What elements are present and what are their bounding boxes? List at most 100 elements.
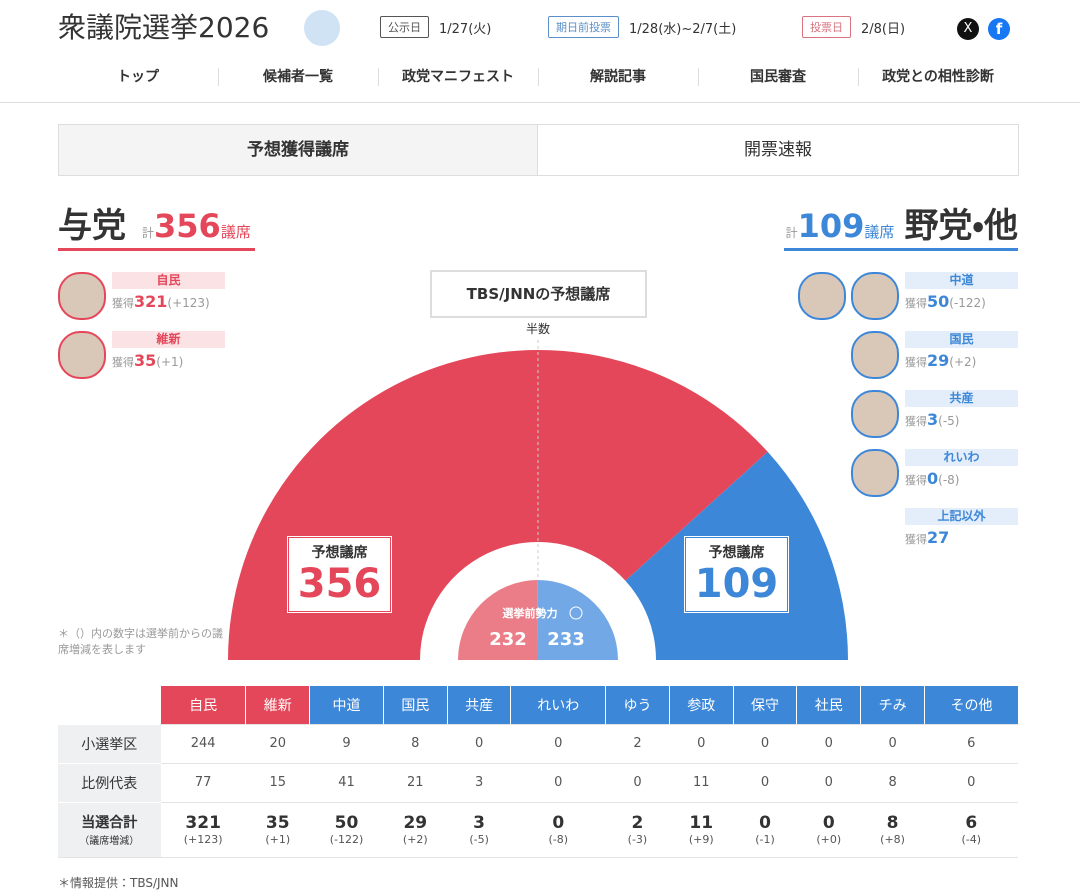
data-row: 小選挙区 244 20 9 8 0 0 2 0 0 0 0 6	[58, 724, 1018, 764]
schedule-item: 期日前投票 1/28(水)~2/7(土)	[548, 16, 736, 38]
total-cell: 50 (-122)	[309, 802, 384, 858]
party-seats: 獲得 29 (+2)	[905, 351, 976, 370]
cell: 8	[860, 763, 925, 803]
total-value: 29	[403, 813, 428, 833]
cell: 0	[733, 724, 797, 764]
party-seats: 獲得 3 (-5)	[905, 410, 959, 429]
nav-item[interactable]: 国民審査	[750, 69, 806, 85]
schedule-date: 1/27(火)	[439, 21, 492, 37]
divider	[0, 102, 1080, 103]
nav-separator	[218, 68, 219, 86]
pre-opposition	[537, 579, 618, 660]
nav-item[interactable]: 政党マニフェスト	[402, 69, 514, 85]
seats-change: (+1)	[156, 355, 184, 369]
party-name: 維新	[112, 331, 225, 348]
forecast-label: 予想議席	[708, 545, 765, 561]
party-seats: 獲得 0 (-8)	[905, 469, 959, 488]
seats-label: 獲得	[112, 297, 134, 310]
total-change: (+2)	[402, 833, 428, 846]
total-value: 0	[822, 813, 835, 833]
column-header: 自民	[159, 686, 246, 725]
facebook-icon[interactable]: f	[988, 18, 1010, 40]
column-header: 維新	[245, 686, 310, 725]
total-change: (-4)	[961, 833, 982, 846]
total-change: (-8)	[548, 833, 569, 846]
seats-value: 35	[134, 351, 157, 370]
party-seats: 獲得 321 (+123)	[112, 292, 210, 311]
total-change: (+0)	[816, 833, 842, 846]
total-value: 321	[185, 813, 221, 833]
column-header: チみ	[860, 686, 925, 725]
seats-label: 獲得	[112, 356, 134, 369]
schedule-date: 1/28(水)~2/7(土)	[629, 21, 737, 37]
party-name: 自民	[112, 272, 225, 289]
total-cell: 6 (-4)	[924, 802, 1018, 858]
total-cell: 35 (+1)	[245, 802, 310, 858]
seats: 356	[154, 207, 221, 245]
majority-label: 半数	[525, 322, 550, 336]
forecast-box: 予想議席 109	[683, 535, 790, 614]
note: ＊（）内の数字は選挙前からの議席増減を表します	[58, 627, 223, 656]
nav-item[interactable]: トップ	[117, 69, 159, 85]
schedule-item: 公示日 1/27(火)	[380, 16, 491, 38]
cell: 21	[383, 763, 448, 803]
nav-item[interactable]: 解説記事	[590, 69, 646, 85]
cell: 0	[510, 763, 606, 803]
schedule-item: 投票日 2/8(日)	[802, 16, 905, 38]
seats-value: 29	[927, 351, 950, 370]
seats-value: 27	[927, 528, 950, 547]
cell: 2	[605, 724, 670, 764]
seats-value: 3	[927, 410, 939, 429]
party-name: 中道	[905, 272, 1018, 289]
forecast-label: 予想議席	[311, 545, 368, 561]
cell: 9	[309, 724, 384, 764]
cell: 6	[924, 724, 1018, 764]
total-cell: 11 (+9)	[669, 802, 734, 858]
total-sublabel: （議席増減）	[79, 836, 140, 847]
total-value: 8	[886, 813, 899, 833]
total-value: 6	[965, 813, 978, 833]
cell: 0	[447, 724, 511, 764]
party-seats: 獲得 35 (+1)	[112, 351, 183, 370]
prefix: 計	[785, 226, 798, 240]
site-title: 衆議院選挙2026	[58, 11, 270, 44]
forecast-box: 予想議席 356	[286, 535, 393, 614]
nav-item[interactable]: 政党との相性診断	[882, 69, 994, 85]
column-header: 参政	[668, 686, 734, 725]
seats-change: (+2)	[949, 355, 977, 369]
party-name: 上記以外	[905, 508, 1018, 525]
column-header: 保守	[732, 686, 797, 725]
nav-item[interactable]: 候補者一覧	[263, 69, 333, 85]
cell: 11	[669, 763, 734, 803]
nav-separator	[858, 68, 859, 86]
pre-label: 選挙前勢力	[503, 606, 558, 620]
column-header: れいわ	[510, 686, 606, 725]
total-change: (-1)	[755, 833, 775, 846]
unit: 議席	[220, 223, 251, 241]
avatar	[851, 331, 899, 379]
row-label: 小選挙区	[58, 724, 161, 764]
prefix: 計	[142, 226, 155, 240]
chart-title: TBS/JNNの予想議席	[430, 270, 647, 318]
column-header: 国民	[382, 686, 448, 725]
party-seats: 獲得 27	[905, 528, 949, 547]
total-change: (+8)	[880, 833, 905, 846]
seats-change: (-122)	[949, 296, 986, 310]
total-cell: 0 (-1)	[733, 802, 797, 858]
nav-separator	[538, 68, 539, 86]
avatar	[58, 331, 106, 379]
total-cell: 0 (-8)	[510, 802, 606, 858]
tab-active[interactable]: 予想獲得議席	[58, 124, 538, 176]
schedule-label: 公示日	[380, 16, 429, 38]
row-label: 比例代表	[58, 763, 161, 803]
tab[interactable]: 開票速報	[537, 124, 1019, 176]
seats-value: 50	[927, 292, 950, 311]
total-cell: 2 (-3)	[605, 802, 670, 858]
party-name: 国民	[905, 331, 1018, 348]
avatar	[851, 390, 899, 438]
x-icon[interactable]: X	[957, 18, 979, 40]
pre-ruling	[458, 580, 538, 660]
footer: ＊情報提供：TBS/JNN	[58, 876, 179, 890]
seats-label: 獲得	[905, 415, 927, 428]
